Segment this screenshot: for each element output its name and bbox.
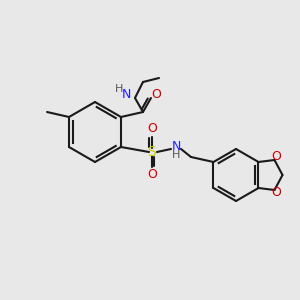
- Text: N: N: [171, 140, 181, 152]
- Text: O: O: [272, 187, 281, 200]
- Text: O: O: [272, 151, 281, 164]
- Text: O: O: [151, 88, 161, 100]
- Text: O: O: [147, 169, 157, 182]
- Text: H: H: [172, 150, 180, 160]
- Text: S: S: [148, 145, 156, 159]
- Text: O: O: [147, 122, 157, 136]
- Text: N: N: [121, 88, 131, 101]
- Text: H: H: [115, 84, 123, 94]
